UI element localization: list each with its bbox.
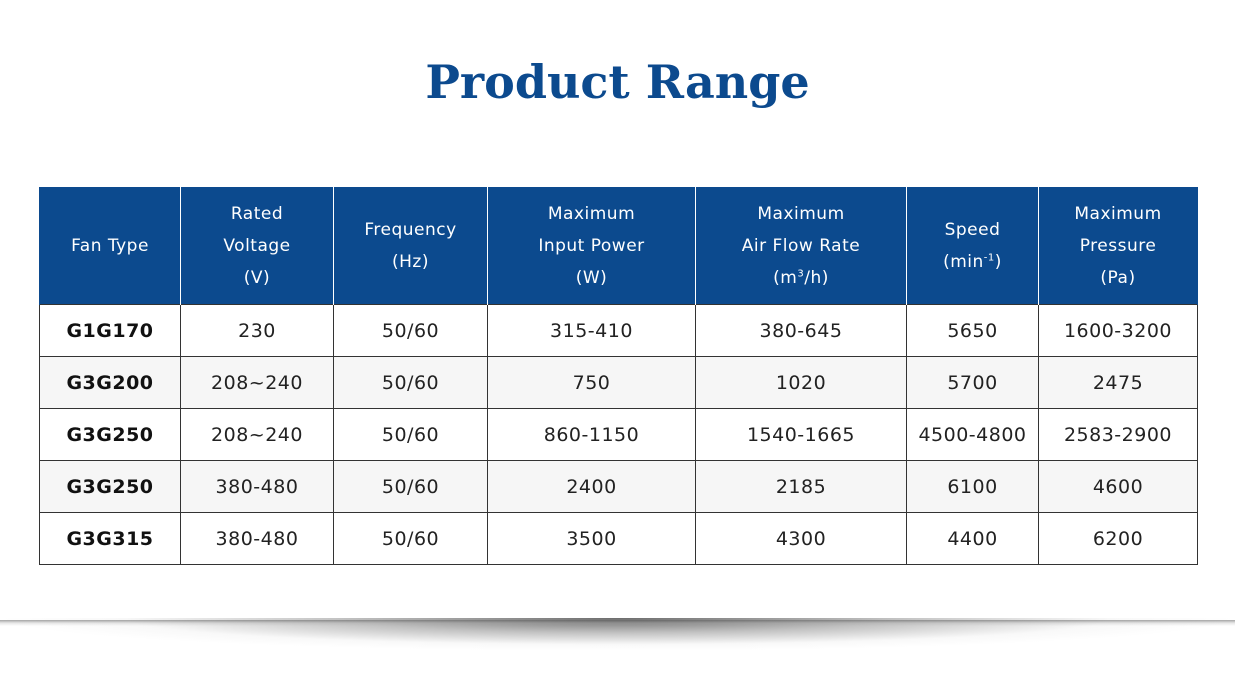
page-shadow [0,618,1235,678]
rated-voltage-cell: 208~240 [180,356,334,409]
speed-cell: 4500-4800 [906,408,1039,461]
shadow-edge [0,620,1235,626]
air-flow-cell: 1540-1665 [695,408,907,461]
pressure-cell: 4600 [1038,460,1198,513]
header-max-air-flow-rate: Maximum Air Flow Rate (m3/h) [695,187,907,305]
frequency-cell: 50/60 [333,356,488,409]
page-title: Product Range [425,55,810,109]
air-flow-cell: 2185 [695,460,907,513]
header-rated-voltage: Rated Voltage (V) [180,187,334,305]
table-row: G3G250 380-480 50/60 2400 2185 6100 4600 [39,460,1198,513]
header-fan-type: Fan Type [39,187,181,305]
table-row: G3G315 380-480 50/60 3500 4300 4400 6200 [39,512,1198,565]
header-row: Fan Type Rated Voltage (V) Frequency (Hz… [39,187,1198,305]
header-max-pressure: Maximum Pressure (Pa) [1038,187,1198,305]
frequency-cell: 50/60 [333,304,488,357]
fan-type-cell: G3G250 [39,460,181,513]
header-speed: Speed (min-1) [906,187,1039,305]
frequency-cell: 50/60 [333,460,488,513]
rated-voltage-cell: 380-480 [180,460,334,513]
header-max-input-power: Maximum Input Power (W) [487,187,696,305]
fan-type-cell: G3G315 [39,512,181,565]
air-flow-cell: 4300 [695,512,907,565]
fan-type-cell: G3G200 [39,356,181,409]
input-power-cell: 860-1150 [487,408,696,461]
rated-voltage-cell: 208~240 [180,408,334,461]
air-flow-cell: 380-645 [695,304,907,357]
speed-cell: 5700 [906,356,1039,409]
table-row: G3G250 208~240 50/60 860-1150 1540-1665 … [39,408,1198,461]
pressure-cell: 6200 [1038,512,1198,565]
table-row: G1G170 230 50/60 315-410 380-645 5650 16… [39,304,1198,357]
speed-cell: 4400 [906,512,1039,565]
frequency-cell: 50/60 [333,408,488,461]
fan-type-cell: G3G250 [39,408,181,461]
air-flow-cell: 1020 [695,356,907,409]
input-power-cell: 315-410 [487,304,696,357]
pressure-cell: 2475 [1038,356,1198,409]
input-power-cell: 3500 [487,512,696,565]
input-power-cell: 750 [487,356,696,409]
frequency-cell: 50/60 [333,512,488,565]
input-power-cell: 2400 [487,460,696,513]
fan-type-cell: G1G170 [39,304,181,357]
speed-cell: 6100 [906,460,1039,513]
rated-voltage-cell: 230 [180,304,334,357]
rated-voltage-cell: 380-480 [180,512,334,565]
product-range-table: Fan Type Rated Voltage (V) Frequency (Hz… [39,187,1198,565]
pressure-cell: 1600-3200 [1038,304,1198,357]
table-row: G3G200 208~240 50/60 750 1020 5700 2475 [39,356,1198,409]
speed-cell: 5650 [906,304,1039,357]
pressure-cell: 2583-2900 [1038,408,1198,461]
header-frequency: Frequency (Hz) [333,187,488,305]
